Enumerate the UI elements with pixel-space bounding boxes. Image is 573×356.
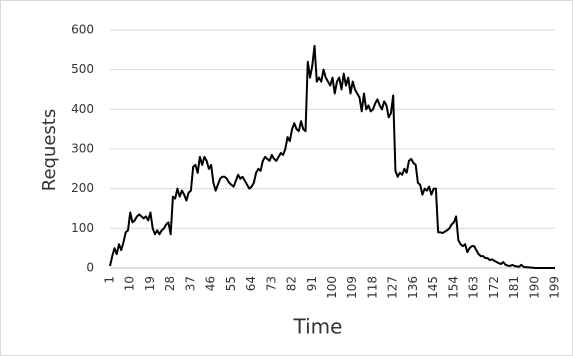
- x-tick-label: 145: [426, 276, 440, 299]
- x-tick-label: 172: [487, 276, 501, 299]
- x-tick-label: 190: [527, 276, 541, 299]
- y-axis-label: Requests: [39, 109, 60, 192]
- y-tick-label: 200: [71, 181, 94, 195]
- x-tick-label: 181: [507, 276, 521, 299]
- x-tick-label: 127: [386, 276, 400, 299]
- x-tick-label: 136: [406, 276, 420, 299]
- x-tick-label: 64: [244, 276, 258, 291]
- y-tick-label: 0: [86, 261, 94, 275]
- x-tick-label: 82: [285, 276, 299, 291]
- x-tick-label: 37: [183, 276, 197, 291]
- x-tick-label: 118: [365, 276, 379, 299]
- x-tick-label: 55: [224, 276, 238, 291]
- x-axis-label: Time: [293, 315, 343, 339]
- x-tick-label: 19: [143, 276, 157, 291]
- x-tick-label: 154: [446, 276, 460, 299]
- y-tick-label: 500: [71, 62, 94, 76]
- y-tick-label: 100: [71, 221, 94, 235]
- x-tick-label: 46: [204, 276, 218, 291]
- y-tick-label: 400: [71, 102, 94, 116]
- x-tick-label: 91: [305, 276, 319, 291]
- x-tick-label: 73: [264, 276, 278, 291]
- y-tick-label: 300: [71, 142, 94, 156]
- x-tick-label: 109: [345, 276, 359, 299]
- y-tick-label: 600: [71, 23, 94, 37]
- x-tick-label: 163: [467, 276, 481, 299]
- x-tick-label: 28: [163, 276, 177, 291]
- data-line: [109, 44, 555, 269]
- x-tick-label: 1: [103, 276, 117, 284]
- x-tick-label: 100: [325, 276, 339, 299]
- x-tick-label: 10: [123, 276, 137, 291]
- x-tick-label: 199: [548, 276, 562, 299]
